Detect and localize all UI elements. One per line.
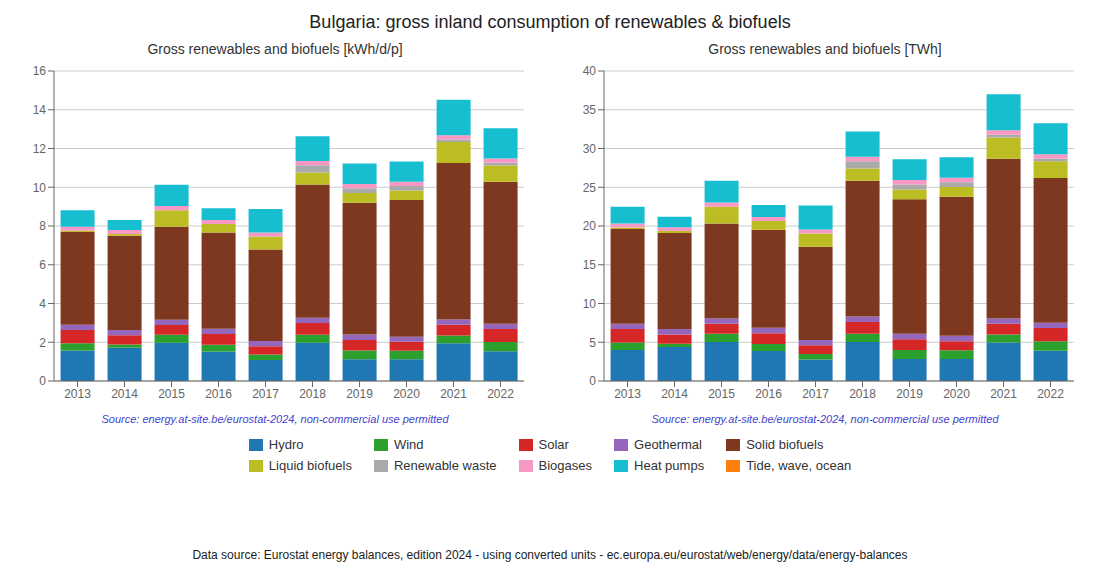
svg-text:2: 2 [39,336,46,350]
svg-text:14: 14 [33,103,47,117]
html-text:Bulgaria: gross inland consump: Bulgaria: gross inland consumption of re… [309,12,791,32]
svg-text:2013: 2013 [64,387,91,401]
svg-text:10: 10 [33,181,47,195]
svg-text:2014: 2014 [111,387,138,401]
svg-text:8: 8 [39,219,46,233]
svg-text:2015: 2015 [158,387,185,401]
svg-text:2019: 2019 [346,387,373,401]
svg-text:2016: 2016 [205,387,232,401]
svg-text:0: 0 [39,374,46,388]
svg-text:10: 10 [583,297,597,311]
svg-text:20: 20 [583,219,597,233]
svg-text:16: 16 [33,64,47,78]
svg-text:40: 40 [583,64,597,78]
svg-text:2021: 2021 [990,387,1017,401]
html-text:Gross renewables and biofuels: Gross renewables and biofuels [kWh/d/p] [147,41,403,57]
svg-text:2018: 2018 [299,387,326,401]
svg-text:2013: 2013 [614,387,641,401]
svg-text:2022: 2022 [487,387,514,401]
html-text:Geothermal: Geothermal [634,437,702,452]
svg-text:2017: 2017 [802,387,829,401]
svg-text:2021: 2021 [440,387,467,401]
svg-text:25: 25 [583,181,597,195]
html-text:Liquid biofuels: Liquid biofuels [268,458,352,473]
html-text:Wind: Wind [393,437,424,452]
svg-text:4: 4 [39,297,46,311]
svg-text:2016: 2016 [755,387,782,401]
svg-text:2015: 2015 [708,387,735,401]
html-text:Solid biofuels: Solid biofuels [746,437,824,452]
svg-text:2018: 2018 [849,387,876,401]
svg-text:30: 30 [583,142,597,156]
svg-text:6: 6 [39,258,46,272]
svg-text:15: 15 [583,258,597,272]
html-text:Heat pumps: Heat pumps [634,458,705,473]
html-text:Biogases: Biogases [538,458,592,473]
svg-text:0: 0 [589,374,596,388]
html-text:Hydro: Hydro [268,437,304,452]
html-text:Solar: Solar [538,437,569,452]
svg-text:2022: 2022 [1037,387,1064,401]
html-text:Renewable waste: Renewable waste [393,458,497,473]
svg-text:2020: 2020 [943,387,970,401]
svg-text:35: 35 [583,103,597,117]
html-text:Source: energy.at-site.be/euro: Source: energy.at-site.be/eurostat-2024,… [101,413,449,425]
svg-text:2014: 2014 [661,387,688,401]
svg-text:2017: 2017 [252,387,279,401]
html-text:Source: energy.at-site.be/euro: Source: energy.at-site.be/eurostat-2024,… [651,413,999,425]
svg-text:2019: 2019 [896,387,923,401]
html-text:Gross renewables and biofuels: Gross renewables and biofuels [TWh] [708,41,942,57]
svg-text:12: 12 [33,142,47,156]
html-text:Tide, wave, ocean: Tide, wave, ocean [746,458,852,473]
html-text:Data source: Eurostat energy b: Data source: Eurostat energy balances, e… [192,548,908,562]
svg-text:2020: 2020 [393,387,420,401]
svg-text:5: 5 [589,336,596,350]
